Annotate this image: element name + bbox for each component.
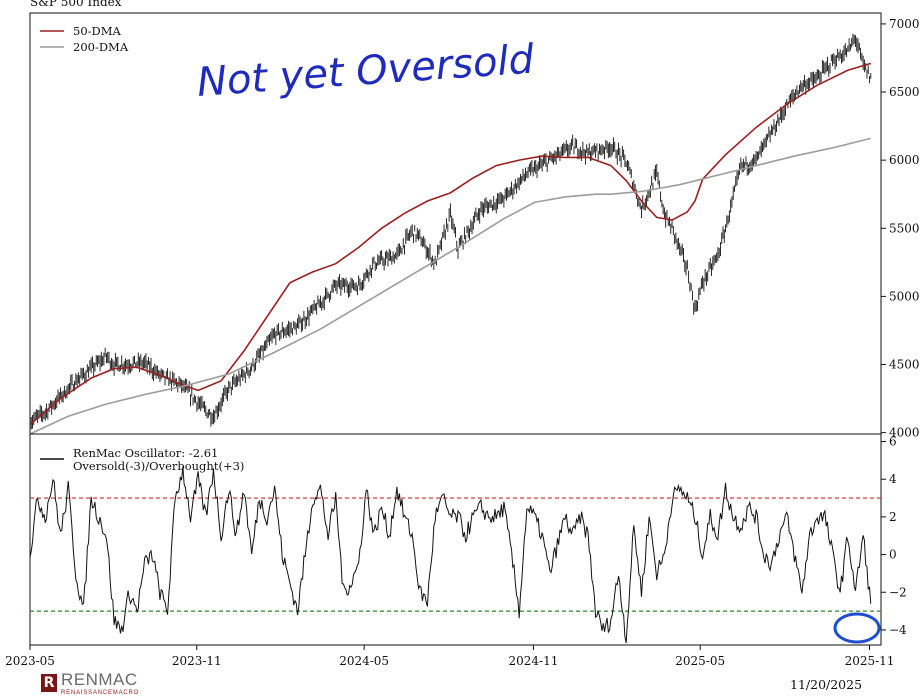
oscillator-y-axis: −4 −2 0 2 4 6 (881, 435, 907, 637)
oscillator-legend: RenMac Oscillator: -2.61 Oversold(-3)/Ov… (40, 446, 244, 473)
brand-name: RENMAC (61, 670, 138, 689)
annotation-text: Not yet Oversold (195, 37, 535, 106)
osc-y-tick-label: 0 (889, 548, 897, 562)
osc-y-tick-label: 2 (889, 510, 897, 524)
series-line-200dma (29, 137, 871, 435)
price-y-tick-label: 6500 (889, 85, 920, 99)
x-tick-label: 2023-11 (172, 654, 222, 668)
series-line-50dma (29, 62, 872, 426)
x-axis: 2023-05 2023-11 2024-05 2024-11 2025-05 2025-… (5, 645, 894, 668)
oscillator-panel-frame (29, 433, 882, 646)
series-line-oscillator (29, 466, 872, 644)
osc-y-tick-label: −4 (889, 623, 907, 637)
osc-y-tick-label: 4 (889, 472, 897, 486)
renmac-logo: R RENMAC RENAISSANCEMACRO (41, 670, 139, 696)
price-series-group (29, 33, 872, 435)
price-y-tick-label: 7000 (889, 17, 920, 31)
renmac-logo-mark: R (41, 674, 57, 692)
price-y-tick-label: 4500 (889, 358, 920, 372)
price-y-axis: 4000 4500 5000 5500 6000 6500 7000 (881, 17, 920, 440)
legend-label-200dma: 200-DMA (73, 40, 129, 54)
report-date: 11/20/2025 (790, 677, 863, 692)
price-legend: 50-DMA 200-DMA (40, 24, 129, 54)
legend-label-oscillator: RenMac Oscillator: -2.61 (73, 446, 218, 460)
handwritten-annotation: Not yet Oversold (195, 37, 535, 106)
price-y-tick-label: 5500 (889, 221, 920, 235)
oscillator-reference-lines (30, 497, 881, 612)
osc-y-tick-label: 6 (889, 435, 897, 449)
oscillator-series-group (29, 466, 872, 644)
x-tick-label: 2025-11 (845, 654, 895, 668)
highlight-circle (833, 612, 881, 644)
x-tick-label: 2025-05 (675, 654, 725, 668)
osc-y-tick-label: −2 (889, 585, 907, 599)
price-y-tick-label: 4000 (889, 426, 920, 440)
price-panel-title: S&P 500 Index (30, 0, 122, 9)
x-tick-label: 2024-11 (509, 654, 559, 668)
renmac-logo-text: RENMAC RENAISSANCEMACRO (61, 670, 139, 696)
x-tick-label: 2024-05 (339, 654, 389, 668)
legend-label-50dma: 50-DMA (73, 24, 122, 38)
brand-subtitle: RENAISSANCEMACRO (61, 690, 140, 696)
price-y-tick-label: 6000 (889, 153, 920, 167)
x-tick-label: 2023-05 (5, 654, 55, 668)
legend-label-oversold-overbought: Oversold(-3)/Overbought(+3) (73, 459, 244, 473)
price-y-tick-label: 5000 (889, 289, 920, 303)
